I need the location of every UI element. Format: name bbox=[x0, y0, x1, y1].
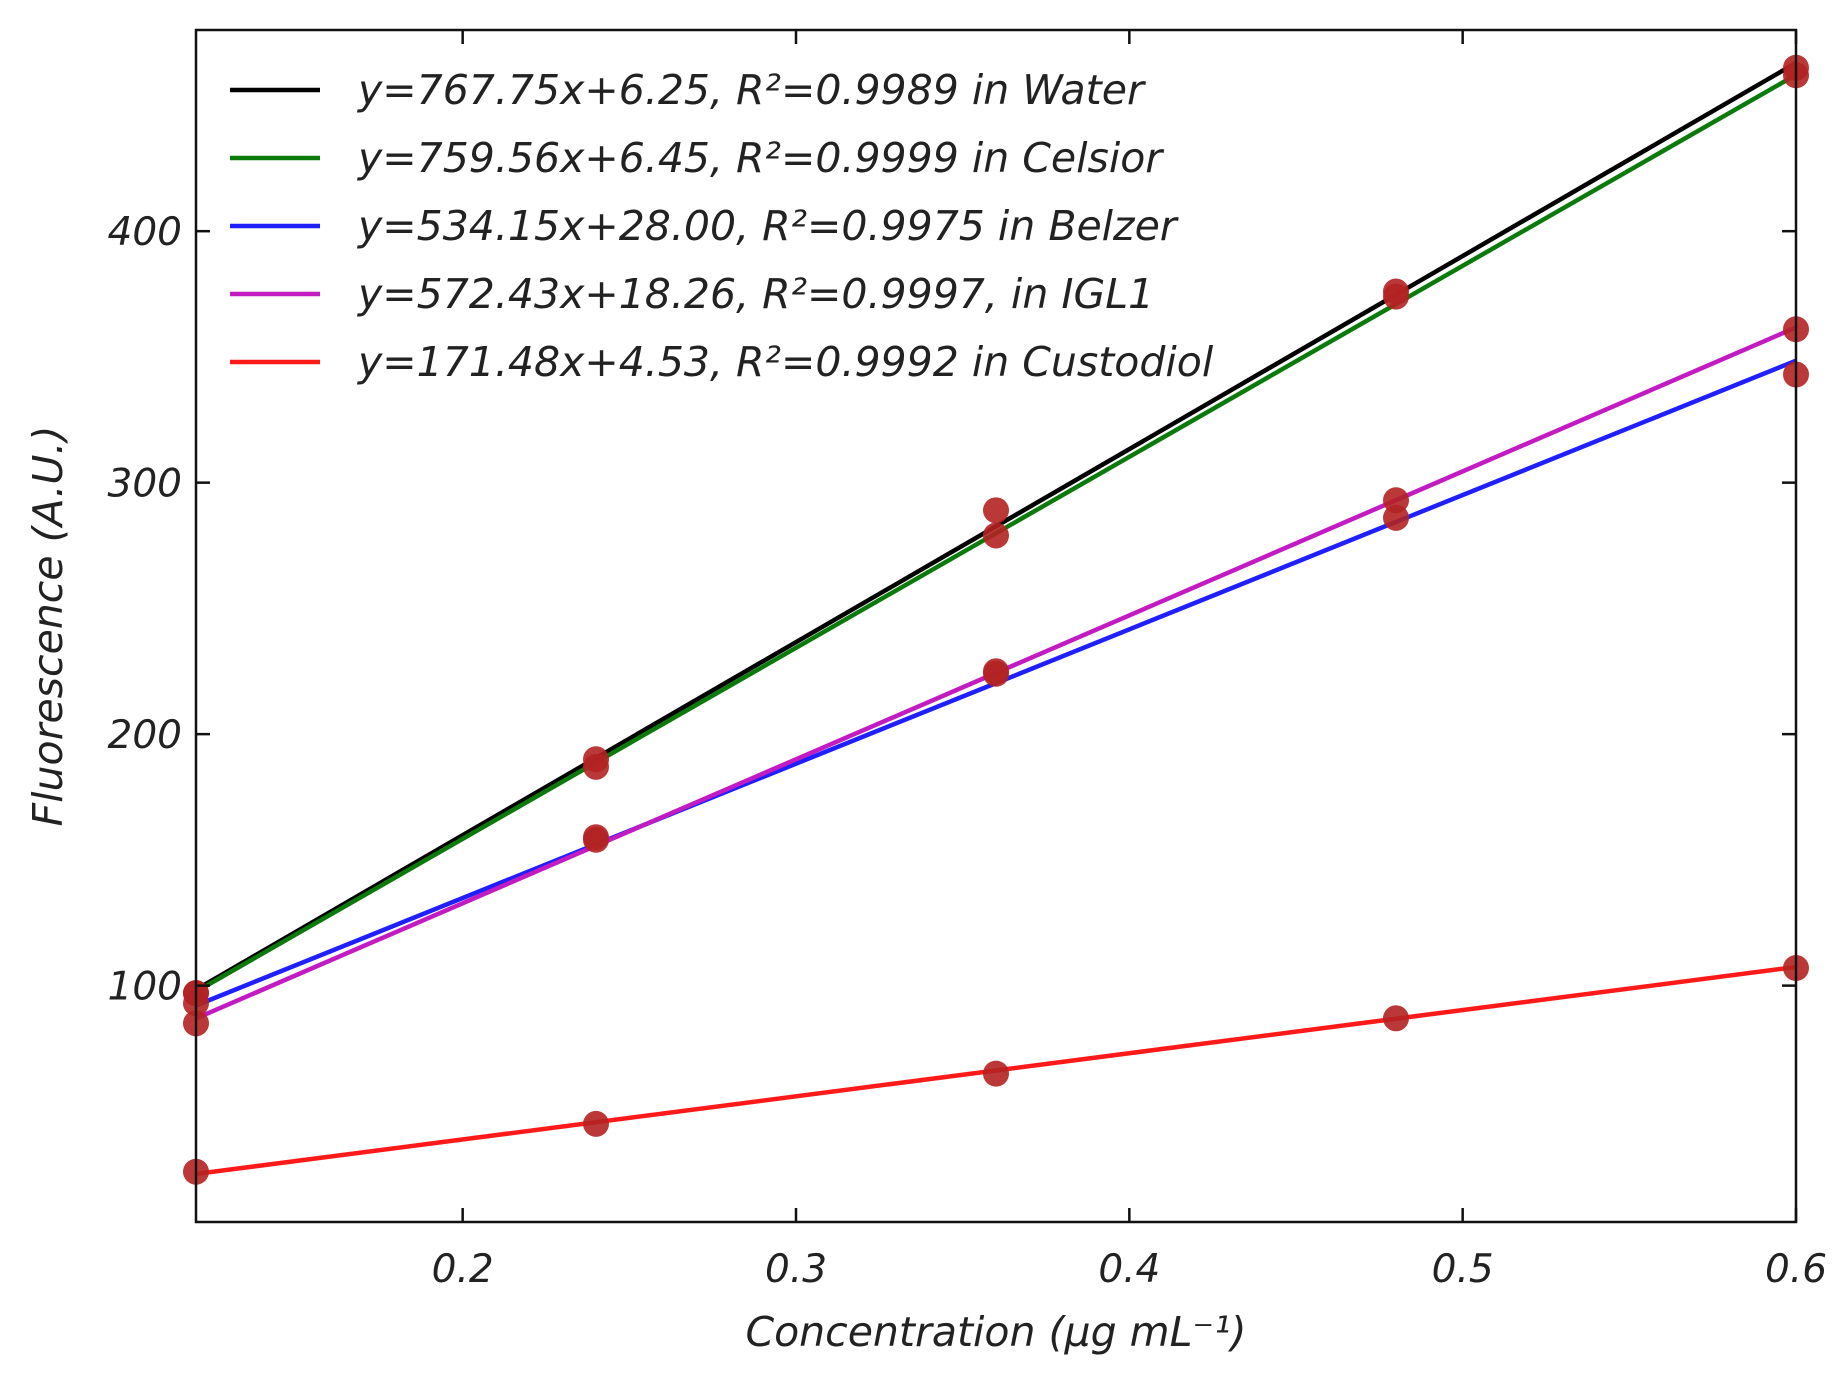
legend: y=767.75x+6.25, R²=0.9989 in Water y=759.… bbox=[230, 66, 1214, 386]
data-point-s4-2 bbox=[583, 824, 609, 851]
x-tick-label-3: 0.4 bbox=[1098, 1247, 1160, 1292]
data-point-s5-2 bbox=[583, 1110, 609, 1137]
y-tick-label-2: 200 bbox=[108, 713, 182, 758]
data-point-s5-4 bbox=[1383, 1005, 1409, 1032]
y-axis-title: Fluorescence (A.U.) bbox=[24, 426, 72, 827]
legend-label-1: y=767.75x+6.25, R²=0.9989 in Water bbox=[356, 66, 1146, 114]
legend-label-4: y=572.43x+18.26, R²=0.9997, in IGL1 bbox=[356, 270, 1154, 318]
legend-label-5: y=171.48x+4.53, R²=0.9992 in Custodiol bbox=[356, 338, 1214, 386]
legend-label-2: y=759.56x+6.45, R²=0.9999 in Celsior bbox=[356, 134, 1164, 182]
y-tick-label-1: 100 bbox=[108, 965, 182, 1010]
axis-ticks bbox=[196, 30, 1798, 1222]
axis-tick-labels: 0.2 0.3 0.4 0.5 0.6 100 200 300 400 bbox=[108, 210, 1827, 1292]
x-tick-label-4: 0.5 bbox=[1432, 1247, 1494, 1292]
data-point-s5-3 bbox=[983, 1060, 1009, 1087]
legend-label-3: y=534.15x+28.00, R²=0.9975 in Belzer bbox=[356, 202, 1179, 250]
y-tick-label-4: 400 bbox=[108, 210, 182, 255]
plot-frame bbox=[194, 28, 1798, 1224]
x-tick-label-2: 0.3 bbox=[765, 1247, 827, 1292]
x-tick-label-5: 0.6 bbox=[1765, 1247, 1827, 1292]
x-axis-title: Concentration (μg mL⁻¹) bbox=[745, 1308, 1246, 1356]
data-point-s1-3 bbox=[983, 497, 1009, 524]
x-tick-label-1: 0.2 bbox=[432, 1247, 494, 1292]
data-point-s4-4 bbox=[1383, 487, 1409, 514]
y-tick-label-3: 300 bbox=[108, 462, 182, 507]
data-point-s2-2 bbox=[583, 753, 609, 780]
data-points bbox=[183, 54, 1809, 1185]
data-point-s2-4 bbox=[1383, 283, 1409, 310]
data-point-s4-3 bbox=[983, 658, 1009, 685]
data-point-s2-3 bbox=[983, 522, 1009, 549]
